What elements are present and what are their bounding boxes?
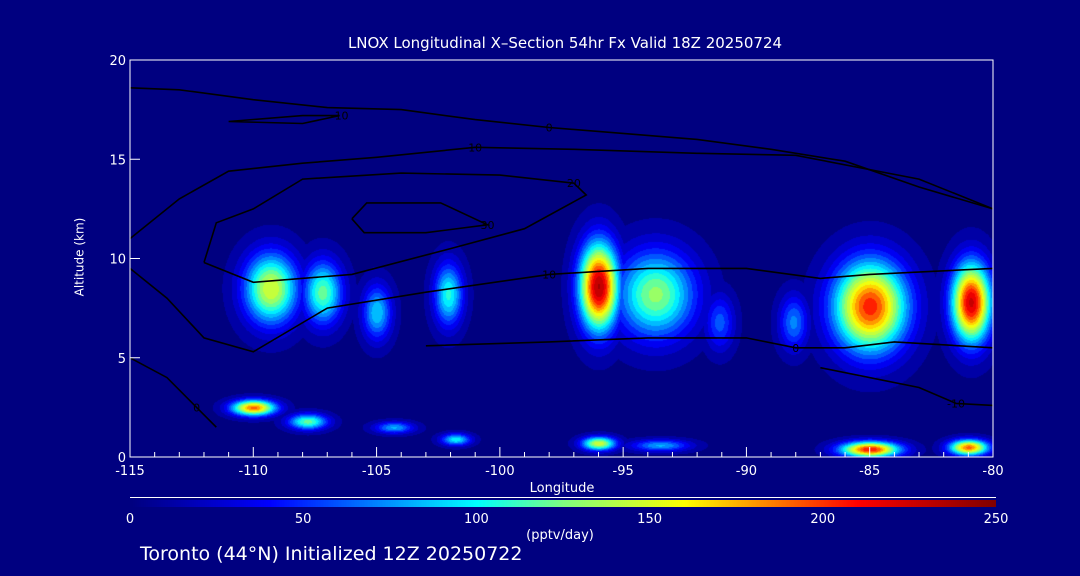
colorbar bbox=[130, 500, 996, 507]
contour-label: -10 bbox=[331, 110, 349, 123]
x-tick-label: -85 bbox=[859, 464, 880, 479]
contour-label: 30 bbox=[481, 219, 495, 232]
colorbar-tick-label: 150 bbox=[637, 512, 662, 527]
contour-label: 0 bbox=[792, 342, 799, 355]
colorbar-units: (pptv/day) bbox=[526, 528, 594, 543]
contour-line bbox=[425, 337, 994, 349]
contour-line bbox=[351, 202, 491, 234]
y-tick-label: 10 bbox=[109, 253, 126, 268]
colorbar-tick-label: 50 bbox=[294, 512, 312, 527]
contour-line bbox=[129, 146, 994, 240]
contour-line bbox=[820, 366, 994, 407]
x-tick-label: -105 bbox=[362, 464, 392, 479]
y-tick-label: 5 bbox=[118, 352, 126, 367]
x-tick-label: -110 bbox=[239, 464, 269, 479]
colorbar-top-line bbox=[130, 497, 996, 498]
colorbar-tick-label: 100 bbox=[463, 512, 489, 527]
x-tick-label: -95 bbox=[613, 464, 634, 479]
y-axis-label: Altitude (km) bbox=[72, 217, 87, 297]
x-axis-label: Longitude bbox=[529, 481, 595, 496]
contour-label: 10 bbox=[468, 141, 482, 154]
contour-label: 0 bbox=[193, 401, 200, 414]
lnox-heatmap bbox=[130, 60, 993, 457]
contour-label: 10 bbox=[542, 268, 556, 281]
chart-title: LNOX Longitudinal X–Section 54hr Fx Vali… bbox=[347, 34, 783, 52]
contour-line bbox=[129, 87, 994, 210]
contour-label: 20 bbox=[567, 177, 581, 190]
colorbar-tick-label: 0 bbox=[125, 512, 135, 527]
x-tick-label: -100 bbox=[485, 464, 515, 479]
y-tick-label: 15 bbox=[109, 153, 126, 168]
colorbar-tick-label: 250 bbox=[983, 512, 1009, 527]
contour-line bbox=[129, 357, 217, 428]
contour-label: -10 bbox=[947, 397, 965, 410]
contour-line bbox=[129, 267, 994, 353]
y-tick-label: 20 bbox=[109, 54, 126, 69]
contour-label: 0 bbox=[546, 121, 553, 134]
x-tick-label: -80 bbox=[982, 464, 1003, 479]
contour-line bbox=[203, 172, 588, 284]
footer-caption: Toronto (44°N) Initialized 12Z 20250722 bbox=[140, 543, 523, 565]
x-tick-label: -115 bbox=[115, 464, 145, 479]
x-tick-label: -90 bbox=[736, 464, 757, 479]
y-tick-label: 0 bbox=[118, 451, 126, 466]
contour-line bbox=[228, 114, 340, 125]
colorbar-tick-label: 200 bbox=[810, 512, 836, 527]
